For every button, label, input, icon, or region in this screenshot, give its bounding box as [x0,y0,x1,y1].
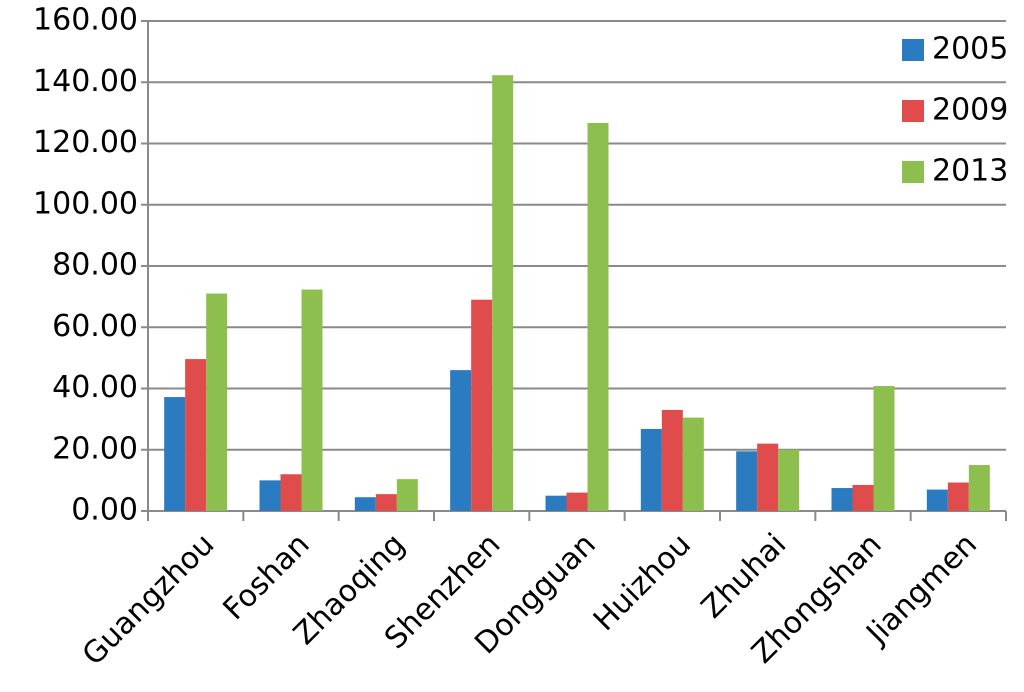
y-tick-label: 160.00 [33,3,138,38]
bar [259,480,281,511]
y-tick-label: 120.00 [33,125,138,160]
legend-label: 2005 [932,32,1008,67]
bar [280,474,302,511]
y-tick-label: 40.00 [52,370,138,405]
x-tick-label: Guangzhou [76,527,222,673]
legend-label: 2009 [932,93,1008,128]
x-tick-label: Huizhou [587,527,698,638]
bar [206,293,228,511]
x-tick-label: Zhuhai [695,527,794,626]
bar [375,494,397,511]
bar [450,370,472,511]
bar [301,289,323,511]
bar [164,397,186,511]
bar [926,489,948,511]
bar [471,299,493,511]
bar [492,75,514,512]
legend-swatch [902,39,924,61]
bar [587,122,609,511]
y-tick-label: 60.00 [52,309,138,344]
bar [736,451,758,511]
bar [873,386,895,511]
bar [852,484,874,511]
legend-swatch [902,161,924,183]
bar [757,443,779,511]
bar [661,409,683,511]
y-tick-label: 140.00 [33,64,138,99]
bar [682,417,704,511]
y-tick-label: 80.00 [52,248,138,283]
y-tick-label: 100.00 [33,186,138,221]
bar [185,359,207,511]
bar [640,428,662,511]
bar [947,482,969,511]
y-tick-label: 20.00 [52,431,138,466]
bar [968,465,990,511]
y-tick-label: 0.00 [71,493,138,528]
legend-swatch [902,100,924,122]
bar [354,497,376,511]
bar [545,495,567,511]
bar [778,449,800,511]
legend-label: 2013 [932,154,1008,189]
bar [831,488,853,511]
bar [566,492,588,511]
bar [396,479,418,511]
